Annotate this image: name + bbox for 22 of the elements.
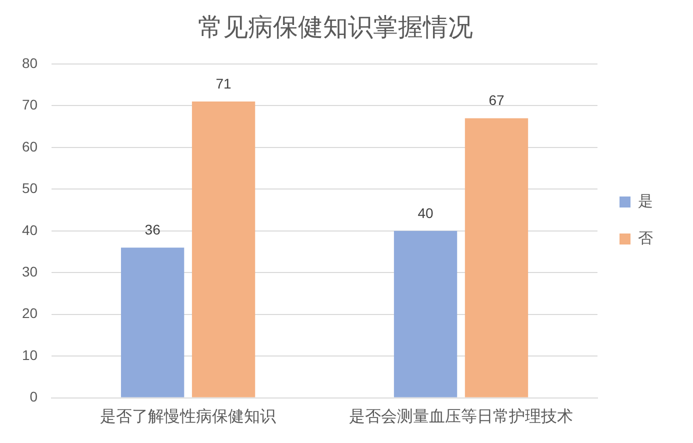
y-tick-label: 10 bbox=[22, 346, 38, 363]
y-tick-label: 30 bbox=[22, 263, 38, 280]
chart-title: 常见病保健知识掌握情况 bbox=[198, 12, 473, 42]
y-tick-label: 0 bbox=[30, 388, 38, 405]
y-tick-label: 80 bbox=[22, 54, 38, 71]
data-label: 40 bbox=[418, 204, 434, 221]
bar bbox=[192, 102, 256, 398]
bar bbox=[120, 248, 184, 398]
bar bbox=[464, 118, 528, 398]
bar bbox=[394, 230, 458, 398]
y-tick-label: 70 bbox=[22, 96, 38, 113]
data-label: 71 bbox=[216, 75, 232, 92]
x-tick-label: 是否了解慢性病保健知识 bbox=[100, 406, 276, 426]
x-tick-label: 是否会测量血压等日常护理技术 bbox=[349, 406, 574, 426]
y-tick-label: 20 bbox=[22, 305, 38, 322]
data-label: 67 bbox=[488, 92, 504, 108]
legend-label: 是 bbox=[638, 192, 653, 210]
y-tick-label: 40 bbox=[22, 222, 38, 238]
data-label: 36 bbox=[144, 221, 161, 238]
y-tick-label: 50 bbox=[22, 180, 38, 196]
legend-label: 否 bbox=[638, 228, 653, 247]
y-tick-label: 60 bbox=[22, 138, 38, 154]
